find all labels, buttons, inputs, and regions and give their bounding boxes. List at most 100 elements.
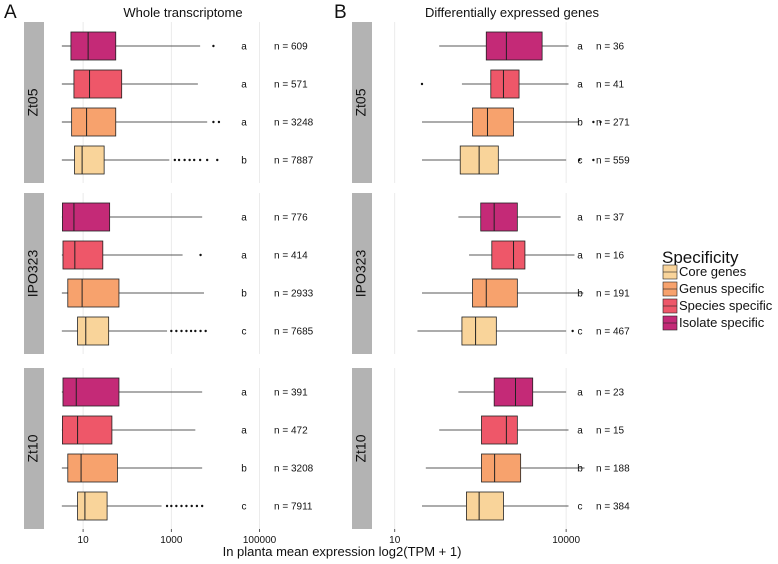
- facet-zt10: Zt10 a n = 391 a n = 472 b n = 3208 c n = 7911: [24, 368, 338, 529]
- box-iqr: [71, 107, 117, 137]
- legend-title: Specificity: [662, 248, 739, 267]
- box-species-specific: a n = 414: [61, 240, 308, 270]
- sample-size-label: n = 414: [274, 251, 308, 262]
- significance-letter: b: [241, 156, 247, 167]
- significance-letter: a: [241, 426, 247, 437]
- significance-letter: a: [577, 388, 583, 399]
- sample-size-label: n = 559: [596, 156, 630, 167]
- significance-letter: a: [241, 388, 247, 399]
- box-genus-specific: b n = 271: [421, 107, 630, 137]
- box-iqr: [77, 491, 108, 521]
- facet-strip: [352, 193, 372, 354]
- significance-letter: a: [241, 118, 247, 129]
- sample-size-label: n = 391: [274, 388, 308, 399]
- panel-letter: A: [4, 2, 17, 23]
- sample-size-label: n = 571: [274, 80, 308, 91]
- facet-strip: [352, 22, 372, 183]
- panel-b: B Differentially expressed genes Zt05 a n = …: [334, 2, 646, 546]
- outlier-point: [592, 158, 595, 162]
- sample-size-label: n = 7911: [274, 502, 313, 513]
- outlier-point: [180, 504, 183, 508]
- sample-size-label: n = 384: [596, 502, 630, 513]
- box-core-genes: c n = 467: [417, 316, 630, 346]
- panel-a: A Whole transcriptome Zt05 a n = 609 a n = 571…: [4, 2, 338, 546]
- outlier-point: [199, 329, 202, 333]
- box-genus-specific: b n = 191: [421, 278, 630, 308]
- box-iqr: [472, 107, 514, 137]
- sample-size-label: n = 609: [274, 42, 308, 53]
- outlier-point: [571, 329, 574, 333]
- box-species-specific: a n = 571: [61, 69, 308, 99]
- outlier-point: [189, 329, 193, 333]
- legend-label: Isolate specific: [679, 315, 765, 330]
- legend-item: Isolate specific: [662, 315, 765, 331]
- box-genus-specific: b n = 3208: [61, 453, 314, 483]
- facet-zt05: Zt05 a n = 36 a n = 41 b n = 271 c n = 559: [352, 22, 646, 183]
- box-iqr: [491, 240, 526, 270]
- box-iqr: [472, 278, 518, 308]
- significance-letter: a: [241, 213, 247, 224]
- significance-letter: a: [577, 80, 583, 91]
- sample-size-label: n = 191: [596, 289, 630, 300]
- facet-strip-label: IPO323: [25, 250, 41, 298]
- legend-label: Genus specific: [679, 281, 765, 296]
- significance-letter: a: [577, 251, 583, 262]
- significance-letter: c: [578, 327, 583, 338]
- significance-letter: b: [577, 464, 583, 475]
- box-iqr: [493, 377, 534, 407]
- outlier-point: [216, 158, 219, 162]
- outlier-point: [177, 158, 181, 162]
- outlier-point: [190, 504, 193, 508]
- facet-strip-label: Zt10: [25, 434, 41, 462]
- outlier-point: [185, 329, 188, 333]
- box-iqr: [481, 453, 522, 483]
- box-isolate-specific: a n = 23: [458, 377, 625, 407]
- facet-strip: [24, 368, 44, 529]
- outlier-point: [198, 158, 202, 162]
- sample-size-label: n = 15: [596, 426, 625, 437]
- sample-size-label: n = 7685: [274, 327, 314, 338]
- box-iqr: [461, 316, 497, 346]
- significance-letter: c: [242, 327, 247, 338]
- panel-title: Whole transcriptome: [123, 5, 242, 20]
- panel-title: Differentially expressed genes: [425, 5, 599, 20]
- x-tick-label: 100000: [243, 535, 277, 546]
- box-iqr: [77, 316, 110, 346]
- significance-letter: a: [241, 42, 247, 53]
- x-tick-label: 10: [389, 535, 401, 546]
- box-core-genes: c n = 7911: [61, 491, 313, 521]
- box-iqr: [67, 278, 120, 308]
- facet-strip-label: Zt05: [25, 88, 41, 116]
- sample-size-label: n = 23: [596, 388, 625, 399]
- facet-strip-label: Zt10: [353, 434, 369, 462]
- sample-size-label: n = 16: [596, 251, 625, 262]
- box-iqr: [485, 31, 543, 61]
- legend-label: Core genes: [679, 264, 747, 279]
- panel-letter: B: [334, 2, 347, 23]
- outlier-point: [194, 329, 197, 333]
- box-iqr: [62, 377, 120, 407]
- outlier-point: [578, 158, 581, 162]
- x-tick-label: 1000: [160, 535, 183, 546]
- significance-letter: b: [577, 118, 583, 129]
- box-species-specific: a n = 16: [469, 240, 625, 270]
- outlier-point: [192, 158, 196, 162]
- outlier-point: [200, 504, 204, 508]
- panels: A Whole transcriptome Zt05 a n = 609 a n = 571…: [4, 2, 646, 546]
- box-core-genes: c n = 384: [421, 491, 630, 521]
- significance-letter: c: [578, 502, 583, 513]
- sample-size-label: n = 3248: [274, 118, 314, 129]
- sample-size-label: n = 37: [596, 213, 625, 224]
- sample-size-label: n = 467: [596, 327, 630, 338]
- sample-size-label: n = 472: [274, 426, 308, 437]
- box-genus-specific: b n = 2933: [61, 278, 314, 308]
- box-iqr: [466, 491, 504, 521]
- facet-ipo323: IPO323 a n = 37 a n = 16 b n = 191 c n = 467: [352, 193, 646, 354]
- significance-letter: a: [577, 42, 583, 53]
- facet-strip: [24, 193, 44, 354]
- box-isolate-specific: a n = 391: [61, 377, 308, 407]
- box-iqr: [67, 453, 118, 483]
- box-species-specific: a n = 15: [439, 415, 625, 445]
